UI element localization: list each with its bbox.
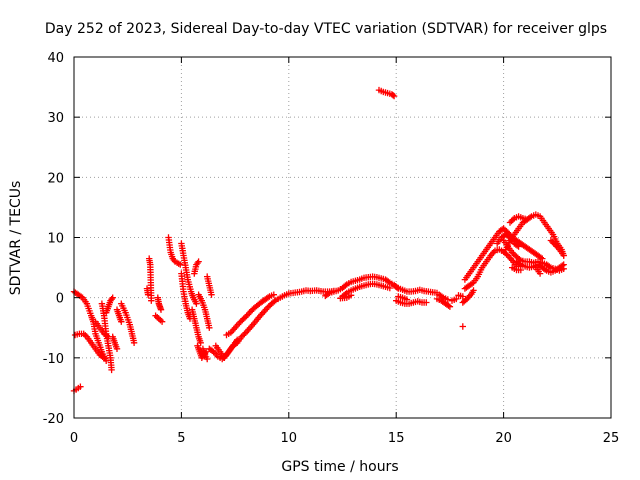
x-axis-label: GPS time / hours [281, 459, 398, 475]
data-point [208, 291, 215, 298]
data-point [342, 290, 349, 298]
y-tick-label: 10 [47, 232, 64, 247]
data-point [113, 345, 121, 352]
data-point [547, 237, 555, 244]
data-point [157, 306, 165, 313]
data-point [77, 383, 84, 390]
data-point [559, 262, 566, 269]
data-point [78, 293, 85, 300]
data-point [347, 292, 355, 299]
data-point [536, 270, 544, 277]
data-point [517, 266, 524, 274]
data-point [503, 251, 510, 258]
x-tick-label: 5 [177, 431, 185, 446]
data-point [453, 295, 460, 303]
data-point [195, 258, 202, 265]
data-point [108, 366, 115, 374]
y-tick-label: -10 [43, 352, 64, 367]
data-point [459, 293, 466, 300]
data-point [549, 238, 556, 246]
data-point [130, 339, 138, 346]
data-point [197, 339, 204, 346]
data-point [243, 312, 250, 320]
x-tick-label: 10 [281, 431, 298, 446]
data-point [390, 92, 398, 100]
data-point [508, 217, 515, 225]
data-point [503, 228, 510, 235]
data-point [462, 296, 469, 304]
data-point [158, 318, 166, 325]
x-tick-label: 15 [388, 431, 405, 446]
data-point [236, 319, 243, 327]
data-point [193, 300, 200, 307]
data-point [265, 303, 272, 310]
data-point [118, 318, 125, 325]
data-point [271, 298, 278, 305]
x-tick-label: 0 [70, 431, 78, 446]
grid-lines [74, 57, 611, 418]
x-tick-label: 25 [603, 431, 620, 446]
data-point [241, 330, 248, 338]
data-point [459, 323, 466, 330]
data-point [509, 249, 516, 256]
chart-title: Day 252 of 2023, Sidereal Day-to-day VTE… [45, 21, 607, 37]
y-tick-label: 40 [47, 51, 64, 66]
data-point [468, 280, 476, 287]
data-point [239, 316, 246, 324]
y-tick-labels: -20 -10 0 10 20 30 40 [43, 51, 64, 427]
data-point [560, 261, 567, 268]
data-point [239, 332, 247, 339]
data-point [386, 284, 393, 292]
y-tick-label: 0 [56, 292, 64, 307]
data-points [70, 86, 567, 395]
x-tick-labels: 0 5 10 15 20 25 [70, 431, 619, 446]
data-point [514, 242, 521, 249]
axis-ticks [73, 56, 612, 419]
data-point [446, 303, 454, 310]
y-tick-label: 20 [47, 171, 64, 186]
x-tick-label: 20 [495, 431, 512, 446]
y-tick-label: -20 [43, 412, 64, 427]
y-axis-label: SDTVAR / TECUs [8, 181, 24, 296]
data-point [100, 354, 108, 361]
data-point [240, 315, 247, 322]
data-point [470, 287, 477, 294]
data-point [515, 243, 522, 250]
y-tick-label: 30 [47, 111, 64, 126]
data-point [444, 296, 451, 303]
data-point [500, 225, 507, 232]
data-point [516, 260, 523, 267]
data-point [389, 92, 397, 99]
data-point [204, 355, 211, 363]
data-point [206, 324, 213, 331]
data-point [325, 290, 332, 298]
data-point [342, 282, 349, 289]
data-point [232, 340, 239, 347]
data-point [445, 302, 452, 309]
data-point [403, 296, 411, 303]
data-point [148, 297, 155, 304]
data-point [423, 299, 430, 306]
data-point [109, 294, 116, 301]
data-point [560, 252, 567, 259]
data-point [524, 216, 531, 223]
data-point [270, 291, 277, 298]
